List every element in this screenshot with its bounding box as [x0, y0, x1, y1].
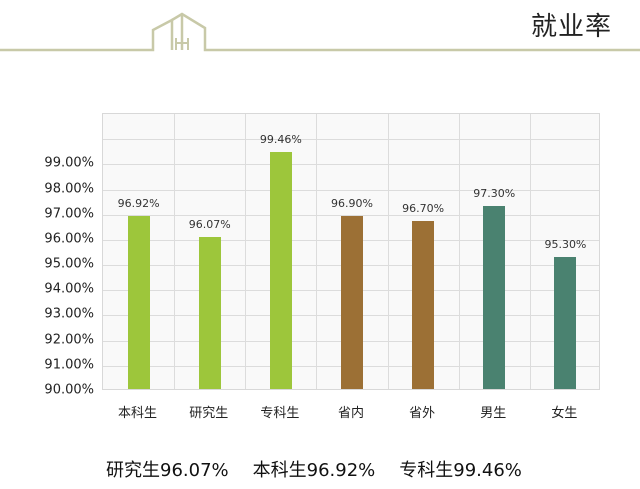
y-tick-label: 92.00%: [44, 332, 94, 348]
y-tick-label: 98.00%: [44, 181, 94, 197]
bar-value-label: 96.92%: [117, 196, 160, 210]
y-tick-label: 93.00%: [44, 306, 94, 322]
grid-line-vertical: [174, 114, 176, 389]
y-tick-label: 94.00%: [44, 281, 94, 297]
page-title: 就业率: [530, 12, 612, 42]
bar-value-label: 97.30%: [473, 187, 516, 201]
grid-line-vertical: [529, 114, 531, 389]
y-tick-label: 99.00%: [44, 155, 94, 171]
summary-text: 研究生96.07% 本科生96.92% 专科生99.46%: [106, 456, 546, 482]
summary-item: 专科生99.46%: [399, 460, 522, 481]
plot-area: 96.92% 96.07% 99.46% 96.90% 96.70% 97.30% 95.3…: [102, 113, 600, 390]
x-tick-label: 专科生: [260, 406, 300, 421]
y-tick-label: 91.00%: [44, 357, 94, 373]
bar-3: [341, 216, 363, 389]
bar-2: [269, 151, 292, 389]
bar-4: [412, 221, 435, 389]
y-tick-label: 95.00%: [44, 256, 94, 272]
y-tick-label: 96.00%: [44, 231, 94, 247]
y-tick-label: 90.00%: [44, 382, 94, 398]
x-tick-label: 本科生: [118, 406, 158, 421]
x-tick-label: 研究生: [189, 406, 229, 421]
grid-line-vertical: [387, 114, 389, 389]
header-house-line-decoration: [0, 12, 640, 52]
bar-value-label: 96.07%: [188, 218, 231, 232]
bar-value-label: 99.46%: [259, 132, 302, 146]
x-tick-label: 省外: [409, 406, 436, 421]
bar-value-label: 96.90%: [331, 197, 373, 211]
bar-value-label: 96.70%: [402, 202, 445, 216]
grid-line-horizontal: [103, 164, 599, 166]
bar-value-label: 95.30%: [544, 237, 587, 251]
bar-0: [127, 215, 150, 389]
summary-item: 本科生96.92%: [252, 460, 376, 481]
grid-line-vertical: [245, 114, 247, 389]
grid-line-horizontal: [103, 214, 599, 216]
x-tick-label: 男生: [480, 406, 507, 421]
grid-line-vertical: [458, 114, 460, 389]
bar-5: [483, 206, 506, 389]
grid-line-horizontal: [103, 139, 599, 141]
x-tick-label: 省内: [337, 406, 365, 421]
grid-line-vertical: [316, 114, 318, 389]
bar-1: [198, 237, 221, 389]
y-tick-label: 97.00%: [44, 206, 94, 222]
x-tick-label: 女生: [551, 406, 578, 421]
grid-line-horizontal: [103, 189, 599, 191]
bar-6: [554, 256, 577, 389]
summary-item: 研究生96.07%: [106, 460, 229, 481]
